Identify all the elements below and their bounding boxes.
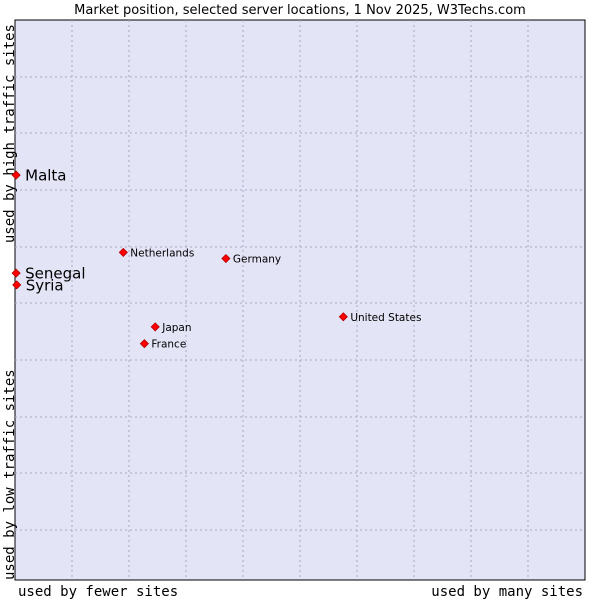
y-axis-label-low: used by low traffic sites [2,369,18,580]
point-marker-france [139,339,149,349]
point-label-netherlands: Netherlands [130,247,194,259]
chart-title: Market position, selected server locatio… [74,3,526,18]
point-marker-malta [11,170,21,180]
point-label-united-states: United States [350,312,421,324]
axis-labels: used by fewer sites used by many sites u… [2,24,583,600]
point-label-germany: Germany [233,254,281,266]
point-marker-japan [150,322,160,332]
y-axis-label-high: used by high traffic sites [2,24,18,243]
point-marker-netherlands [118,247,128,257]
point-label-japan: Japan [161,322,191,334]
point-label-syria: Syria [26,276,64,294]
point-marker-united-states [338,312,348,322]
x-axis-label-low: used by fewer sites [18,584,178,600]
point-marker-senegal [11,268,21,278]
point-marker-syria [12,280,22,290]
point-label-france: France [151,339,186,351]
point-label-malta: Malta [25,167,66,185]
point-marker-germany [221,253,231,264]
grid [15,20,585,580]
point-label-senegal: Senegal [25,265,85,283]
x-axis-label-high: used by many sites [431,584,583,600]
